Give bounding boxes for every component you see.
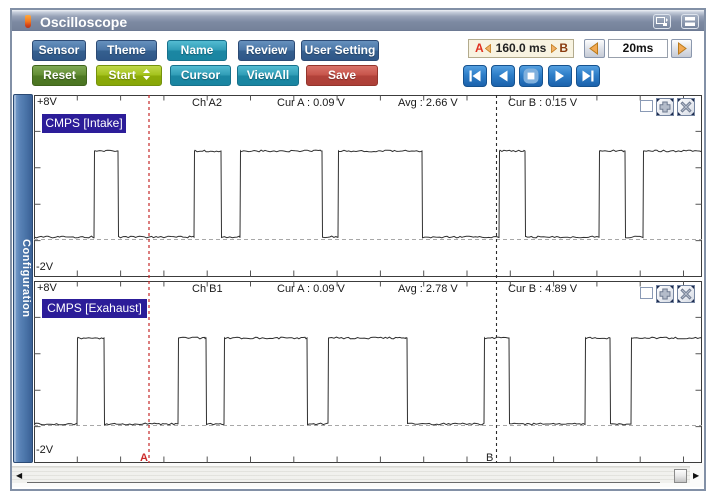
svg-text:B: B [486, 452, 493, 463]
svg-text:A: A [140, 452, 148, 463]
